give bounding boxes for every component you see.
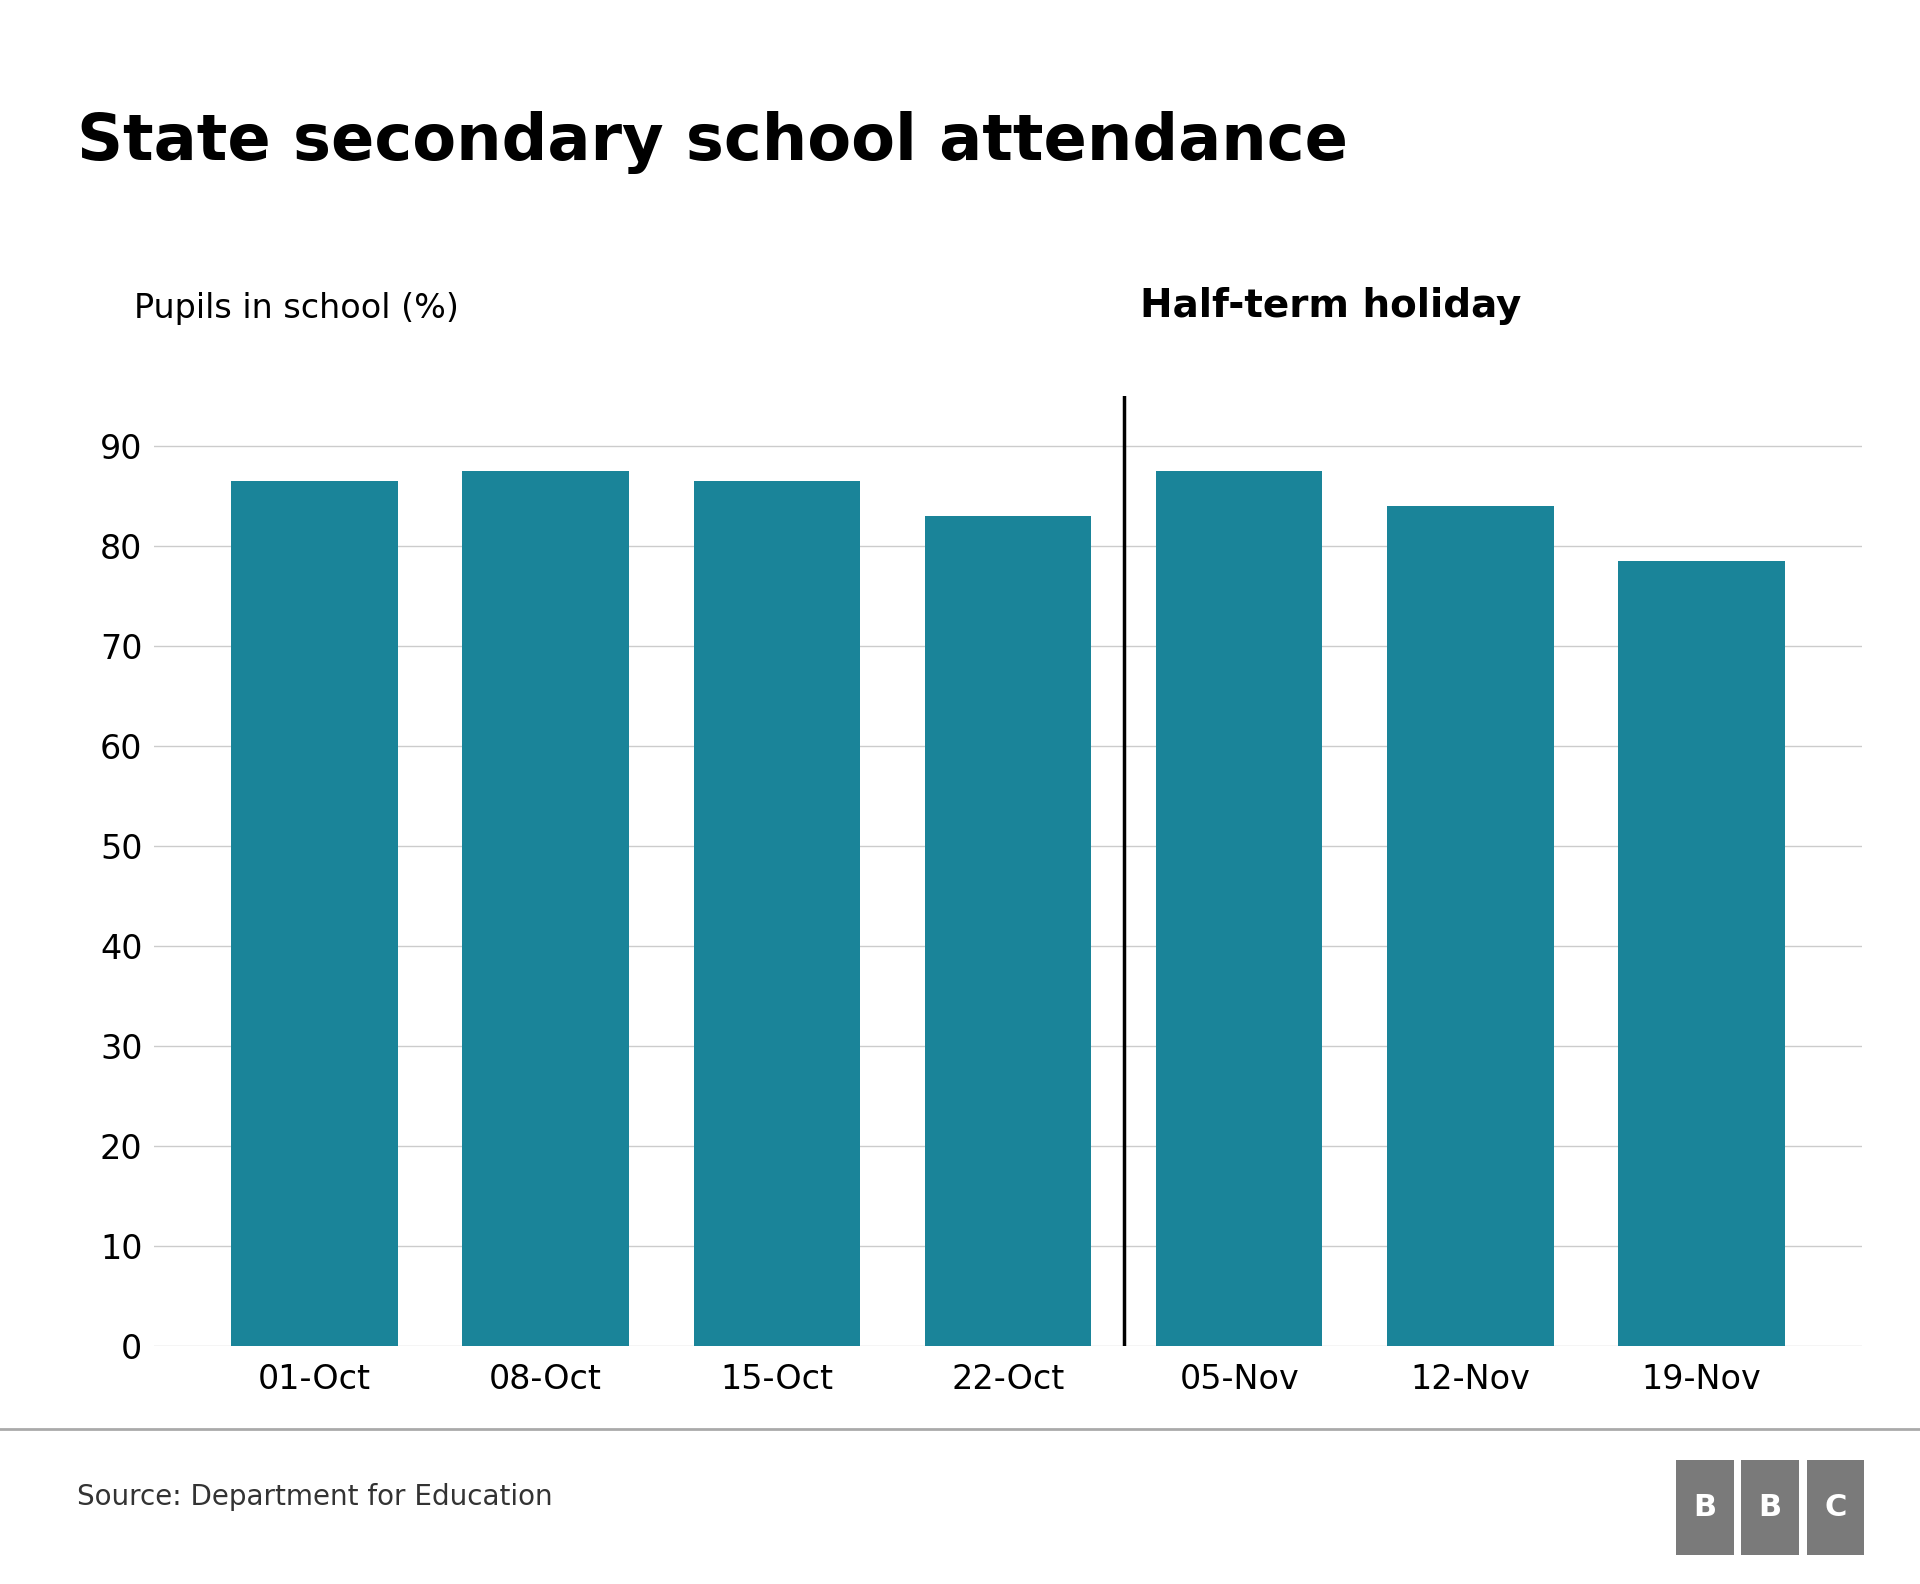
- Text: B: B: [1693, 1494, 1716, 1522]
- Text: Pupils in school (%): Pupils in school (%): [134, 291, 459, 325]
- Text: Source: Department for Education: Source: Department for Education: [77, 1483, 553, 1511]
- Bar: [1619, 561, 1786, 1346]
- Text: Half-term holiday: Half-term holiday: [1140, 287, 1521, 325]
- Bar: [1386, 505, 1553, 1346]
- Bar: [230, 482, 397, 1346]
- Text: B: B: [1759, 1494, 1782, 1522]
- Bar: [1156, 470, 1323, 1346]
- Bar: [925, 516, 1091, 1346]
- Bar: [693, 482, 860, 1346]
- Text: State secondary school attendance: State secondary school attendance: [77, 111, 1348, 174]
- Text: C: C: [1824, 1494, 1847, 1522]
- Bar: [463, 470, 630, 1346]
